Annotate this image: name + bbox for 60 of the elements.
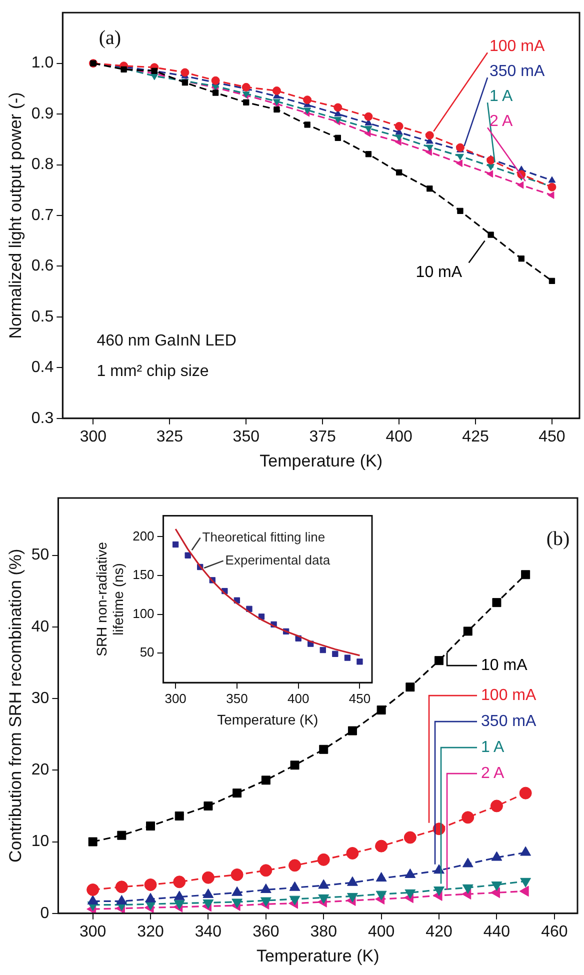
y-tick-label: 0.5 [31, 308, 54, 326]
y-tick-label: 50 [140, 644, 154, 660]
annotation: (a) [98, 27, 122, 50]
text: 2 A [490, 113, 513, 130]
y-tick-label: 10 [31, 833, 50, 850]
y-tick-label: 0.8 [31, 156, 54, 174]
y-axis-title: Contribution from SRH recombination (%) [6, 548, 25, 863]
x-tick-label: 450 [538, 428, 566, 446]
annotation: 460 nm GaInN LED [96, 332, 236, 350]
y-tick-label: 1.0 [31, 54, 54, 72]
text: 350 mA [490, 63, 545, 80]
x-tick-label: 400 [386, 428, 413, 446]
text: 1 A [490, 88, 513, 106]
x-tick-label: 400 [287, 690, 310, 706]
text: 2 A [481, 764, 504, 782]
x-tick-label: 380 [310, 923, 338, 940]
y-axis-title: Normalized light output power (-) [6, 92, 25, 339]
y-tick-label: 0.6 [31, 258, 54, 275]
annotation: (b) [546, 528, 570, 550]
y-tick-label: 50 [31, 546, 50, 564]
y-tick-label: 20 [31, 762, 50, 779]
y-tick-label: 200 [132, 528, 154, 544]
y-tick-label: 0.9 [31, 105, 54, 122]
x-tick-label: 300 [164, 690, 186, 706]
x-tick-label: 350 [226, 690, 248, 706]
y-tick-label: 30 [31, 690, 50, 707]
legend-label: 10 mA [481, 656, 528, 674]
y-tick-label: 40 [31, 618, 50, 636]
x-tick-label: 420 [426, 923, 452, 940]
series-label: Theoretical fitting line [202, 529, 326, 544]
x-tick-label: 450 [348, 690, 371, 706]
y-tick-label: 0.3 [31, 410, 54, 427]
x-tick-label: 300 [79, 923, 106, 940]
x-tick-label: 340 [194, 923, 222, 940]
legend-label: 10 mA [416, 264, 462, 282]
y-tick-label: 100 [132, 606, 154, 621]
x-tick-label: 400 [368, 923, 395, 940]
y-tick-label: 0 [40, 904, 50, 922]
text: 1 A [481, 738, 504, 756]
y-tick-label: 0.7 [31, 206, 54, 224]
x-tick-label: 440 [483, 923, 510, 940]
text: 350 mA [481, 712, 536, 730]
y-tick-label: 150 [132, 567, 154, 582]
text: 100 mA [481, 686, 536, 704]
x-axis-title: Temperature (K) [260, 451, 382, 470]
series-label: Experimental data [225, 552, 331, 568]
x-axis-title: Temperature (K) [256, 946, 380, 966]
y-axis-title: SRH non-radiative lifetime (ns) [93, 542, 126, 656]
x-tick-label: 460 [541, 923, 568, 940]
x-tick-label: 325 [156, 428, 184, 446]
annotation: 1 mm² chip size [96, 363, 209, 380]
x-tick-label: 300 [80, 428, 107, 446]
x-tick-label: 320 [137, 923, 164, 940]
y-tick-label: 0.4 [31, 359, 54, 376]
text: 100 mA [490, 38, 545, 56]
x-tick-label: 425 [462, 428, 489, 446]
x-tick-label: 375 [309, 428, 336, 446]
x-axis-title: Temperature (K) [217, 711, 318, 728]
x-tick-label: 350 [232, 428, 260, 446]
x-tick-label: 360 [252, 923, 280, 940]
